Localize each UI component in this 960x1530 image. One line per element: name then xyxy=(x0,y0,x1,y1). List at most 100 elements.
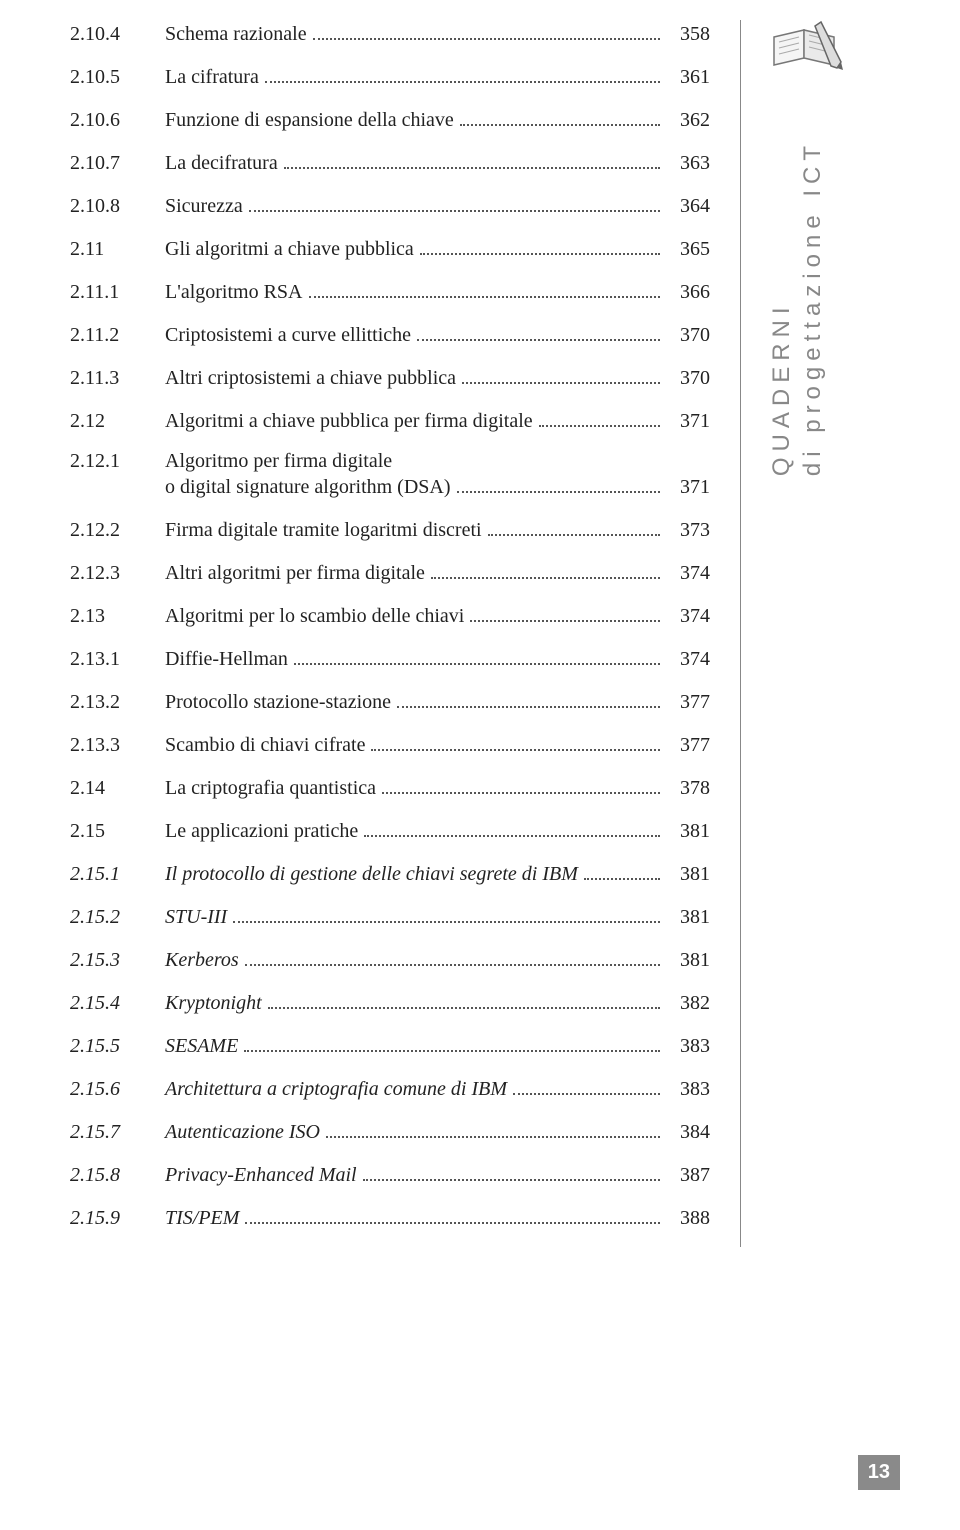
toc-row: 2.15.6Architettura a criptografia comune… xyxy=(70,1075,710,1101)
toc-page: 384 xyxy=(666,1121,710,1144)
vertical-series-title: QUADERNI di progettazione ICT xyxy=(766,140,828,476)
toc-title: Il protocollo di gestione delle chiavi s… xyxy=(165,863,578,886)
toc-title: Algoritmo per firma digitale xyxy=(165,450,710,473)
toc-page: 377 xyxy=(666,734,710,757)
toc-title: Criptosistemi a curve ellittiche xyxy=(165,324,411,347)
toc-page: 377 xyxy=(666,691,710,714)
toc-page: 374 xyxy=(666,605,710,628)
toc-row: 2.10.5La cifratura361 xyxy=(70,63,710,89)
toc-title: Autenticazione ISO xyxy=(165,1121,320,1144)
toc-row: 2.10.8Sicurezza364 xyxy=(70,192,710,218)
toc-title: Protocollo stazione-stazione xyxy=(165,691,391,714)
toc-leader xyxy=(233,903,660,923)
toc-leader xyxy=(371,731,660,751)
toc-section-number: 2.13.2 xyxy=(70,691,165,714)
toc-body: Firma digitale tramite logaritmi discret… xyxy=(165,516,710,542)
toc-row: 2.11Gli algoritmi a chiave pubblica365 xyxy=(70,235,710,261)
toc-title: Algoritmi per lo scambio delle chiavi xyxy=(165,605,464,628)
toc-section-number: 2.15.8 xyxy=(70,1164,165,1187)
toc-body: Il protocollo di gestione delle chiavi s… xyxy=(165,860,710,886)
toc-column: 2.10.4Schema razionale358 2.10.5La cifrat… xyxy=(0,20,740,1247)
toc-title: Le applicazioni pratiche xyxy=(165,820,358,843)
toc-title: Altri criptosistemi a chiave pubblica xyxy=(165,367,456,390)
toc-section-number: 2.13.1 xyxy=(70,648,165,671)
toc-leader xyxy=(284,149,660,169)
toc-page: 366 xyxy=(666,281,710,304)
toc-leader xyxy=(397,688,660,708)
page-wrap: 2.10.4Schema razionale358 2.10.5La cifrat… xyxy=(0,20,960,1247)
side-column: QUADERNI di progettazione ICT xyxy=(740,20,920,1247)
toc-row: 2.15.5SESAME383 xyxy=(70,1032,710,1058)
toc-row: 2.12.1Algoritmo per firma digitaleo digi… xyxy=(70,450,710,499)
toc-row: 2.10.6Funzione di espansione della chiav… xyxy=(70,106,710,132)
toc-section-number: 2.15.1 xyxy=(70,863,165,886)
toc-body: STU-III381 xyxy=(165,903,710,929)
toc-row: 2.15.4Kryptonight382 xyxy=(70,989,710,1015)
toc-title: La criptografia quantistica xyxy=(165,777,376,800)
toc-row: 2.13Algoritmi per lo scambio delle chiav… xyxy=(70,602,710,628)
toc-row: 2.15.2STU-III381 xyxy=(70,903,710,929)
toc-page: 364 xyxy=(666,195,710,218)
toc-row: 2.11.3Altri criptosistemi a chiave pubbl… xyxy=(70,364,710,390)
toc-body: Kryptonight382 xyxy=(165,989,710,1015)
toc-title: Altri algoritmi per firma digitale xyxy=(165,562,425,585)
toc-title: TIS/PEM xyxy=(165,1207,239,1230)
toc-section-number: 2.15.2 xyxy=(70,906,165,929)
toc-section-number: 2.10.4 xyxy=(70,23,165,46)
toc-title: Kryptonight xyxy=(165,992,262,1015)
toc-page: 374 xyxy=(666,562,710,585)
toc-leader xyxy=(539,407,660,427)
toc-section-number: 2.11.1 xyxy=(70,281,165,304)
toc-page: 371 xyxy=(666,410,710,433)
toc-page: 370 xyxy=(666,367,710,390)
toc-page: 358 xyxy=(666,23,710,46)
toc-page: 381 xyxy=(666,949,710,972)
toc-section-number: 2.15.5 xyxy=(70,1035,165,1058)
toc-row: 2.15.8Privacy-Enhanced Mail387 xyxy=(70,1161,710,1187)
toc-body: La decifratura363 xyxy=(165,149,710,175)
toc-section-number: 2.12.1 xyxy=(70,450,165,473)
toc-leader xyxy=(249,192,660,212)
toc-page: 381 xyxy=(666,820,710,843)
toc-body: Criptosistemi a curve ellittiche 370 xyxy=(165,321,710,347)
toc-row: 2.15Le applicazioni pratiche381 xyxy=(70,817,710,843)
toc-page: 381 xyxy=(666,863,710,886)
toc-row: 2.13.3Scambio di chiavi cifrate377 xyxy=(70,731,710,757)
toc-leader xyxy=(462,364,660,384)
toc-body: La cifratura361 xyxy=(165,63,710,89)
toc-title: Scambio di chiavi cifrate xyxy=(165,734,365,757)
toc-body: Schema razionale358 xyxy=(165,20,710,46)
toc-page: 361 xyxy=(666,66,710,89)
toc-section-number: 2.10.7 xyxy=(70,152,165,175)
toc-body: Algoritmi per lo scambio delle chiavi 374 xyxy=(165,602,710,628)
toc-leader xyxy=(244,1032,660,1052)
toc-page: 381 xyxy=(666,906,710,929)
toc-body: Funzione di espansione della chiave362 xyxy=(165,106,710,132)
toc-section-number: 2.12 xyxy=(70,410,165,433)
toc-leader xyxy=(488,516,660,536)
toc-page: 371 xyxy=(666,476,710,499)
toc-leader xyxy=(584,860,660,880)
toc-body: Protocollo stazione-stazione 377 xyxy=(165,688,710,714)
toc-section-number: 2.14 xyxy=(70,777,165,800)
toc-row: 2.10.4Schema razionale358 xyxy=(70,20,710,46)
series-title-line2: di progettazione ICT xyxy=(799,140,826,476)
toc-title: Diffie-Hellman xyxy=(165,648,288,671)
toc-section-number: 2.13 xyxy=(70,605,165,628)
toc-section-number: 2.10.6 xyxy=(70,109,165,132)
book-pencil-icon xyxy=(769,20,849,80)
toc-page: 374 xyxy=(666,648,710,671)
toc-page: 373 xyxy=(666,519,710,542)
toc-title: Gli algoritmi a chiave pubblica xyxy=(165,238,414,261)
toc-leader xyxy=(326,1118,660,1138)
toc-body: Architettura a criptografia comune di IB… xyxy=(165,1075,710,1101)
toc-page: 370 xyxy=(666,324,710,347)
toc-row: 2.11.2Criptosistemi a curve ellittiche37… xyxy=(70,321,710,347)
toc-body: SESAME383 xyxy=(165,1032,710,1058)
toc-page: 387 xyxy=(666,1164,710,1187)
toc-title: Kerberos xyxy=(165,949,239,972)
toc-body: Privacy-Enhanced Mail387 xyxy=(165,1161,710,1187)
toc-row: 2.11.1L'algoritmo RSA366 xyxy=(70,278,710,304)
toc-title: SESAME xyxy=(165,1035,238,1058)
toc-leader xyxy=(417,321,660,341)
